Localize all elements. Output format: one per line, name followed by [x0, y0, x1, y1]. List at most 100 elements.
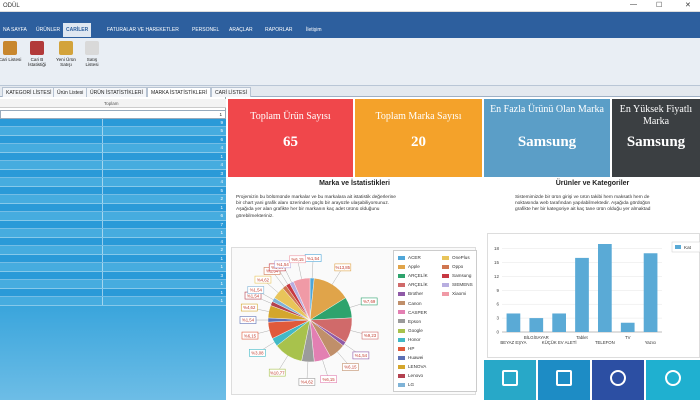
table-row[interactable]: 3: [0, 271, 226, 280]
table-row[interactable]: 1: [0, 297, 226, 306]
tab-1[interactable]: Ürün Listesi: [53, 87, 88, 97]
table-row[interactable]: 9: [0, 118, 226, 127]
legend-label: LENOVA: [408, 364, 427, 370]
brand-panel-title: Marka ve İstatistikleri: [319, 180, 390, 187]
tab-2[interactable]: ÜRÜN İSTATİSTİKLERİ: [86, 87, 147, 97]
pie-slice: [293, 277, 311, 321]
bar: [575, 257, 589, 332]
table-row[interactable]: 1: [0, 203, 226, 212]
table-row[interactable]: 4: [0, 161, 226, 170]
bar: [529, 318, 544, 332]
table-row[interactable]: 1: [0, 254, 226, 263]
table-row[interactable]: 4: [0, 178, 226, 187]
maximize-button[interactable]: ☐: [656, 2, 663, 9]
legend-label: LG: [408, 382, 415, 388]
legend-item: Xiaomi: [442, 291, 466, 296]
table-row[interactable]: 6: [0, 135, 226, 144]
x-tick-label: TELEFON: [595, 340, 615, 345]
column-divider: [102, 246, 103, 254]
legend-label: ARÇELİK: [408, 273, 428, 279]
tab-3[interactable]: MARKA İSTATİSTİKLERİ: [147, 87, 211, 97]
menu-item-2[interactable]: CARİLER: [63, 23, 92, 37]
tab-0[interactable]: KATEGORİ LİSTESİ: [2, 87, 56, 97]
table-row[interactable]: 1: [0, 263, 226, 272]
table-row[interactable]: 7: [0, 220, 226, 229]
legend-item: LG: [398, 382, 414, 387]
menu-item-6[interactable]: RAPORLAR: [265, 27, 293, 33]
table-row[interactable]: 2: [0, 195, 226, 204]
legend-swatch: [398, 292, 405, 297]
x-tick-label: KÜÇÜK EV ALETİ: [542, 340, 577, 345]
menu-item-5[interactable]: ARAÇLAR: [229, 27, 253, 33]
column-divider: [102, 263, 103, 271]
brand-panel-description: Projemizin bu bölümünde markalar ve bu m…: [236, 195, 476, 220]
menu-item-0[interactable]: NA SAYFA: [3, 27, 27, 33]
tile-button-1[interactable]: [538, 360, 590, 400]
tab-4[interactable]: CARİ LİSTESİ: [211, 87, 251, 97]
table-row[interactable]: 4: [0, 237, 226, 246]
x-tick-label: TV: [625, 335, 631, 340]
table-row[interactable]: 3: [0, 169, 226, 178]
ribbon-button-2[interactable]: Yeni Ürün Satışı: [54, 41, 78, 67]
column-divider: [102, 220, 103, 228]
receipt-icon: [85, 41, 99, 55]
title-bar: ODÜL — ☐ ✕: [0, 0, 700, 12]
legend-swatch: [442, 283, 449, 288]
brand-grid[interactable]: Toplam 1 9 5 6 4 1 4 3 4 5 2 1 6 7 1 4 2 1 1 3 1 1 1: [0, 97, 226, 400]
minimize-button[interactable]: —: [630, 1, 637, 8]
table-row[interactable]: 6: [0, 212, 226, 221]
chart-icon: [502, 370, 518, 386]
bar: [552, 313, 566, 332]
tile-button-3[interactable]: [646, 360, 700, 400]
legend-label: Samsung: [452, 273, 472, 279]
pie-label: %3,08: [251, 351, 264, 356]
table-row[interactable]: 5: [0, 186, 226, 195]
y-tick-label: 3: [496, 316, 499, 321]
legend-label: SIEMENS: [452, 282, 473, 288]
description-line: bir chart yani grafik alanı üzerinden gü…: [236, 201, 390, 207]
legend-item: HP: [398, 346, 414, 351]
table-row[interactable]: 1: [0, 288, 226, 297]
pie-label-box: [254, 275, 272, 284]
ribbon-button-0[interactable]: Cari Listesi: [0, 41, 22, 62]
menu-item-7[interactable]: İletişim: [306, 27, 322, 33]
menu-item-1[interactable]: ÜRÜNLER: [36, 27, 61, 33]
table-row[interactable]: 4: [0, 144, 226, 153]
menu-item-3[interactable]: FATURALAR VE HAREKETLER: [107, 27, 179, 33]
row-total: 4: [220, 162, 223, 167]
description-line: grafikte her bir kategoriye ait kaç tane…: [515, 207, 651, 213]
legend-item: ARÇELİK: [398, 282, 428, 287]
legend-item: Oppo: [442, 264, 463, 269]
legend-item: CASPER: [398, 310, 427, 315]
legend-swatch: [398, 264, 405, 269]
ribbon-button-1[interactable]: Cari B İstatistiği: [25, 41, 49, 67]
ribbon-button-3[interactable]: Satış Listesi: [80, 41, 104, 67]
bar: [598, 244, 612, 332]
menu-item-4[interactable]: PERSONEL: [192, 27, 220, 33]
mail-icon: [556, 370, 572, 386]
x-tick-label: Tablet: [576, 335, 588, 340]
table-row[interactable]: 2: [0, 246, 226, 255]
tile-button-0[interactable]: [484, 360, 536, 400]
table-row[interactable]: 5: [0, 127, 226, 136]
pie-svg: %1,54%13,85%7,69%9,23%1,54%6,15%6,15%4,6…: [239, 254, 379, 386]
tile-button-2[interactable]: [592, 360, 644, 400]
table-row[interactable]: 1: [0, 229, 226, 238]
row-total: 4: [220, 145, 223, 150]
close-button[interactable]: ✕: [685, 2, 691, 9]
table-row[interactable]: 1: [0, 280, 226, 289]
ribbon: Cari Listesi Cari B İstatistiği Yeni Ürün …: [0, 38, 700, 86]
legend-swatch: [398, 355, 405, 360]
stat-card-0: Toplam Ürün Sayısı 65: [228, 99, 353, 177]
stat-card-value: Samsung: [626, 134, 686, 150]
grid-empty-area: [0, 305, 226, 400]
description-line: görebilmekteriniz.: [236, 213, 274, 219]
table-row[interactable]: 1: [0, 152, 226, 161]
table-row[interactable]: 1: [0, 110, 226, 119]
pie-label: %6,15: [244, 333, 257, 338]
legend-item: OnePlus: [442, 255, 470, 260]
column-divider: [102, 195, 103, 203]
row-total: 4: [220, 179, 223, 184]
pie-label-box: [240, 303, 258, 312]
